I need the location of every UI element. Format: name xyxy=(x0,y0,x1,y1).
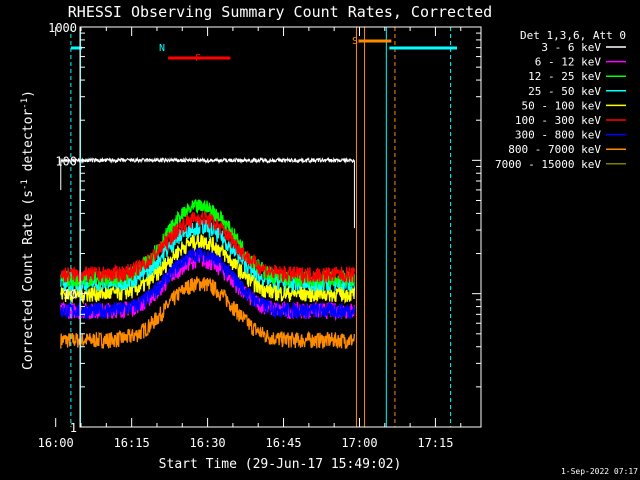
x-tick-label-1: 16:15 xyxy=(114,436,150,450)
series-line-5 xyxy=(60,211,356,285)
series-line-7 xyxy=(60,276,356,350)
flag-label-f: F xyxy=(195,53,201,64)
series-line-0 xyxy=(60,156,355,165)
legend-label-3: 25 - 50 keV xyxy=(528,85,601,98)
legend-label-1: 6 - 12 keV xyxy=(535,56,602,69)
plot-area: N F S xyxy=(60,27,457,427)
legend-label-7: 800 - 7000 keV xyxy=(508,143,601,156)
series-line-2 xyxy=(60,199,356,288)
y-axis-label-sup2: -1 xyxy=(20,98,30,109)
chart-title: RHESSI Observing Summary Count Rates, Co… xyxy=(68,3,492,21)
x-tick-label-0: 16:00 xyxy=(38,436,74,450)
flag-label-s: S xyxy=(352,36,358,47)
y-axis-label: Corrected Count Rate (s-1 detector-1) xyxy=(20,90,36,370)
legend-label-6: 300 - 800 keV xyxy=(515,129,601,142)
legend-title: Det 1,3,6, Att 0 xyxy=(520,29,626,42)
y-axis-label-main: Corrected Count Rate (s xyxy=(21,190,36,370)
y-axis-label-sup1: -1 xyxy=(20,179,30,190)
x-axis-label: Start Time (29-Jun-17 15:49:02) xyxy=(159,457,402,472)
plot-frame xyxy=(79,26,482,428)
legend-label-0: 3 - 6 keV xyxy=(541,41,601,54)
y-axis-label-end: ) xyxy=(21,90,36,98)
legend-label-8: 7000 - 15000 keV xyxy=(495,158,601,171)
legend-label-4: 50 - 100 keV xyxy=(522,99,602,112)
flag-label-n: N xyxy=(159,43,165,54)
y-tick-label-2: 100 xyxy=(55,154,77,168)
y-tick-label-3: 1000 xyxy=(48,21,77,35)
series-line-3 xyxy=(60,219,356,293)
y-tick-label-0: 1 xyxy=(70,421,77,435)
footer-date: 1-Sep-2022 07:17 xyxy=(561,467,638,476)
y-axis-label-mid: detector xyxy=(21,109,36,180)
x-tick-label-5: 17:15 xyxy=(417,436,453,450)
series-line-4 xyxy=(60,233,356,305)
axis-ticks: 16:00 16:15 16:30 16:45 17:00 17:15 1 10 100 1000 xyxy=(38,21,481,450)
x-tick-label-4: 17:00 xyxy=(341,436,377,450)
x-tick-label-3: 16:45 xyxy=(265,436,301,450)
y-tick-label-1: 10 xyxy=(63,288,77,302)
legend-label-2: 12 - 25 keV xyxy=(528,70,601,83)
legend-label-5: 100 - 300 keV xyxy=(515,114,601,127)
series-line-6 xyxy=(60,246,356,320)
x-tick-label-2: 16:30 xyxy=(190,436,226,450)
